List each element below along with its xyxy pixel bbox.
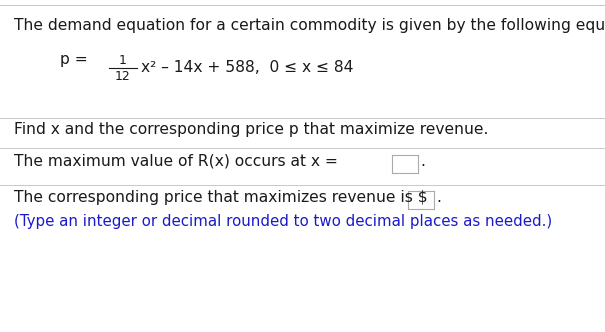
Text: p =: p = [60,52,88,67]
Text: .: . [420,154,425,169]
Text: The demand equation for a certain commodity is given by the following equation.: The demand equation for a certain commod… [14,18,605,33]
Text: Find x and the corresponding price p that maximize revenue.: Find x and the corresponding price p tha… [14,122,488,137]
Text: .: . [436,190,441,205]
Text: 1: 1 [119,54,127,67]
Text: (Type an integer or decimal rounded to two decimal places as needed.): (Type an integer or decimal rounded to t… [14,214,552,229]
Text: The corresponding price that maximizes revenue is $: The corresponding price that maximizes r… [14,190,428,205]
Text: 12: 12 [115,70,131,83]
Text: x² – 14x + 588,  0 ≤ x ≤ 84: x² – 14x + 588, 0 ≤ x ≤ 84 [141,60,353,75]
Text: The maximum value of R(x) occurs at x =: The maximum value of R(x) occurs at x = [14,154,338,169]
